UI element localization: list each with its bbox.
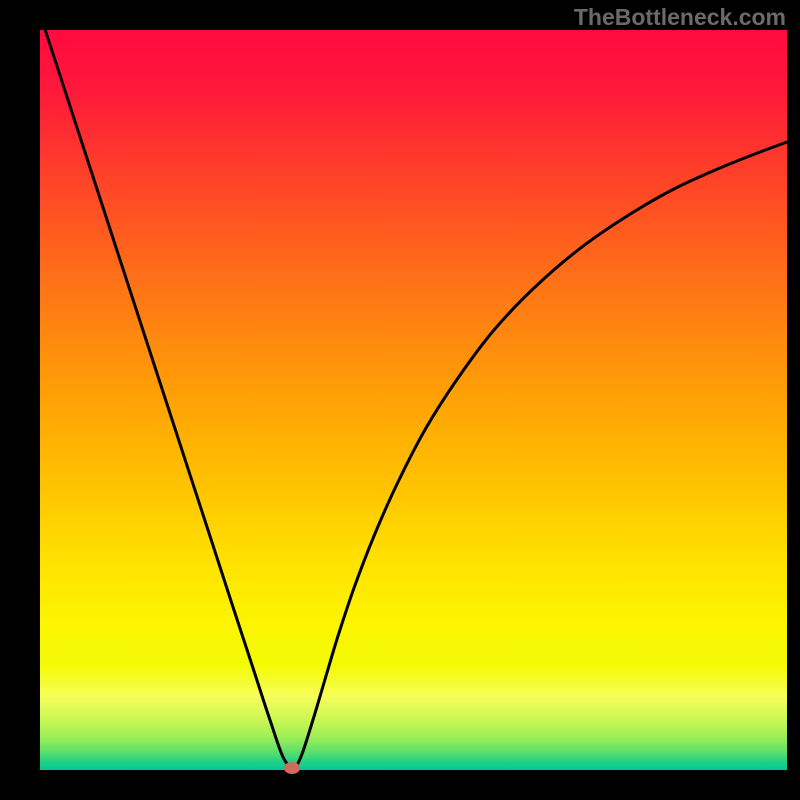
chart-container: TheBottleneck.com xyxy=(0,0,800,800)
curve-layer xyxy=(0,0,800,800)
bottleneck-curve xyxy=(40,14,787,769)
minimum-marker xyxy=(284,762,300,774)
watermark-text: TheBottleneck.com xyxy=(574,4,786,31)
